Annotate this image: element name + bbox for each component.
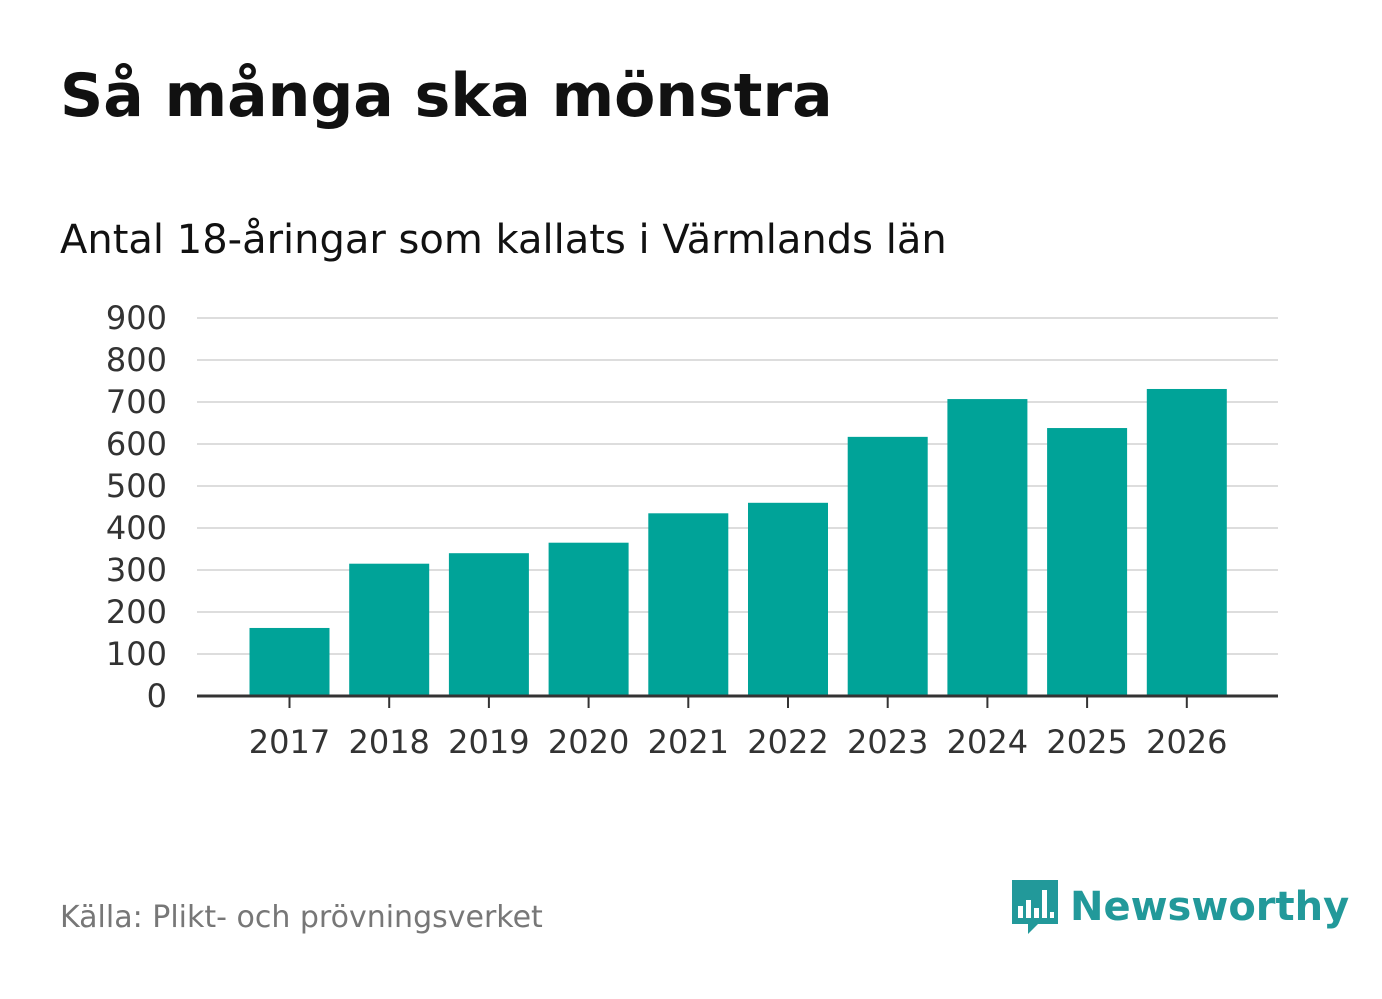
y-tick-label: 900 bbox=[106, 299, 167, 337]
bar-2020[interactable] bbox=[548, 542, 629, 696]
y-tick-label: 500 bbox=[106, 467, 167, 505]
y-tick-label: 800 bbox=[106, 341, 167, 379]
x-tick-label: 2022 bbox=[747, 723, 828, 761]
y-tick-label: 300 bbox=[106, 551, 167, 589]
x-tick-label: 2019 bbox=[448, 723, 529, 761]
y-tick-label: 600 bbox=[106, 425, 167, 463]
bar-2021[interactable] bbox=[648, 513, 729, 696]
bar-2017[interactable] bbox=[249, 627, 330, 696]
bar-2025[interactable] bbox=[1047, 428, 1128, 696]
bar-2026[interactable] bbox=[1146, 388, 1227, 696]
y-axis-labels: 0 100 200 300 400 500 600 700 800 900 bbox=[106, 299, 167, 715]
bar-2024[interactable] bbox=[947, 399, 1028, 696]
x-axis-ticks bbox=[288, 696, 1188, 708]
y-tick-label: 200 bbox=[106, 593, 167, 631]
y-tick-label: 400 bbox=[106, 509, 167, 547]
chart-title: Så många ska mönstra bbox=[60, 61, 833, 131]
x-axis-labels: 2017 2018 2019 2020 2021 2022 2023 2024 2025 2026 bbox=[249, 723, 1228, 761]
chart-subtitle: Antal 18-åringar som kallats i Värmlands… bbox=[60, 217, 947, 263]
x-tick-label: 2021 bbox=[648, 723, 729, 761]
x-tick-label: 2017 bbox=[249, 723, 330, 761]
x-tick-label: 2024 bbox=[947, 723, 1028, 761]
y-tick-label: 100 bbox=[106, 635, 167, 673]
x-tick-label: 2026 bbox=[1146, 723, 1227, 761]
brand-name: Newsworthy bbox=[1070, 884, 1350, 930]
x-tick-label: 2020 bbox=[548, 723, 629, 761]
bar-2023[interactable] bbox=[847, 436, 928, 696]
x-tick-label: 2018 bbox=[348, 723, 429, 761]
bar-2019[interactable] bbox=[448, 553, 529, 696]
newsworthy-logo-icon bbox=[1012, 880, 1058, 934]
y-tick-label: 0 bbox=[147, 677, 167, 715]
x-tick-label: 2025 bbox=[1046, 723, 1127, 761]
bars bbox=[249, 388, 1227, 696]
y-tick-label: 700 bbox=[106, 383, 167, 421]
x-tick-label: 2023 bbox=[847, 723, 928, 761]
source-note: Källa: Plikt- och prövningsverket bbox=[60, 900, 543, 935]
bar-2018[interactable] bbox=[349, 563, 430, 696]
newsworthy-logo[interactable]: Newsworthy bbox=[1008, 876, 1349, 938]
bar-2022[interactable] bbox=[748, 502, 828, 696]
